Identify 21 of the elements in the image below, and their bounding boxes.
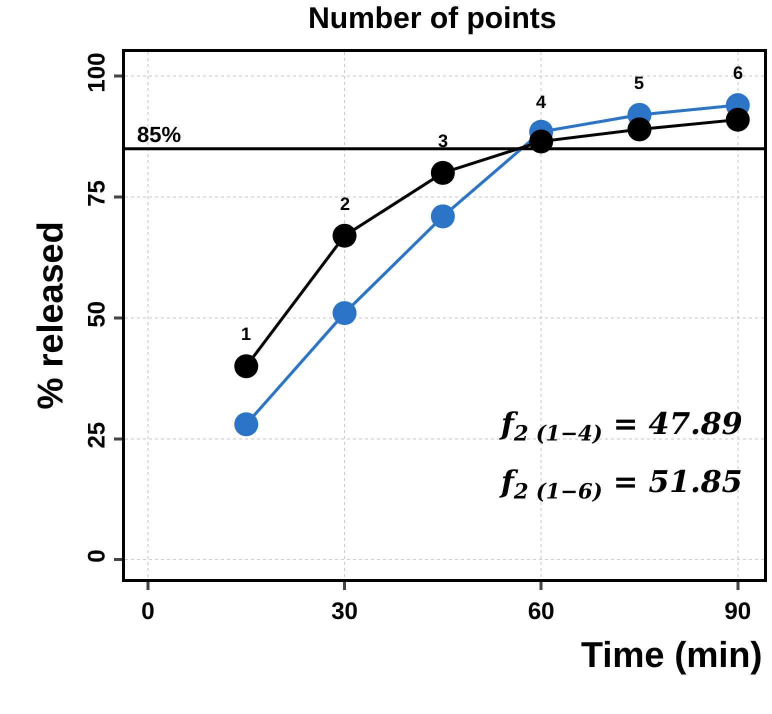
annotation: 5 <box>634 73 644 93</box>
x-tick-label: 90 <box>724 598 752 625</box>
x-tick-label: 60 <box>528 598 555 625</box>
y-tick-label: 100 <box>83 52 110 93</box>
y-tick-label: 75 <box>83 180 110 207</box>
annotation: f$_{2 (1−6)}$ = 51.85 <box>499 465 742 504</box>
annotation: 4 <box>536 92 546 112</box>
y-axis-title: % released <box>29 221 70 410</box>
annotation: 2 <box>340 194 350 214</box>
chart-title: Number of points <box>308 2 556 36</box>
x-axis-title: Time (min) <box>581 634 762 675</box>
ref-line-label: 85% <box>137 122 182 147</box>
y-tick-label: 0 <box>83 549 110 563</box>
y-tick-label: 25 <box>83 422 110 449</box>
x-tick-label: 0 <box>141 598 155 625</box>
y-tick-label: 50 <box>83 300 110 328</box>
annotation: 1 <box>241 324 252 344</box>
annotation: 3 <box>438 131 448 151</box>
x-tick-label: 30 <box>331 598 358 625</box>
annotation: f$_{2 (1−4)}$ = 47.89 <box>499 407 743 446</box>
annotation: 6 <box>733 63 744 83</box>
